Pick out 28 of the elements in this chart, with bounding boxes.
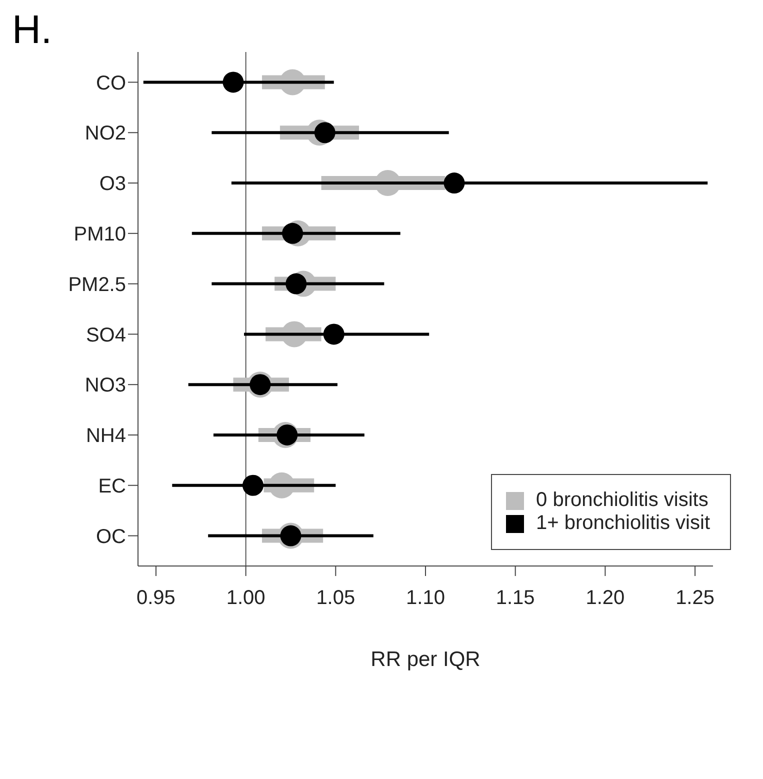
y-tick-label: NO3 bbox=[84, 374, 126, 397]
point bbox=[314, 122, 336, 144]
x-tick-label: 1.25 bbox=[676, 587, 714, 610]
y-tick-label: NH4 bbox=[86, 425, 126, 448]
legend-label: 1+ bronchiolitis visit bbox=[536, 512, 710, 534]
x-axis-title: RR per IQR bbox=[370, 648, 480, 671]
point bbox=[222, 72, 244, 93]
point bbox=[323, 324, 344, 345]
point bbox=[286, 273, 307, 294]
y-tick-label: PM10 bbox=[74, 224, 126, 246]
y-tick-label: O3 bbox=[99, 173, 126, 196]
y-tick-label: SO4 bbox=[86, 324, 126, 346]
x-tick-label: 0.95 bbox=[136, 587, 176, 610]
x-tick-label: 1.15 bbox=[496, 587, 535, 610]
legend-label: 0 bronchiolitis visits bbox=[536, 489, 708, 511]
point bbox=[242, 474, 264, 496]
x-tick-label: 1.00 bbox=[226, 587, 266, 610]
x-tick-label: 1.20 bbox=[586, 587, 625, 610]
y-tick-label: PM2.5 bbox=[68, 274, 126, 296]
y-tick-label: OC bbox=[96, 526, 126, 548]
x-tick-label: 1.10 bbox=[406, 587, 445, 610]
chart-title: H. bbox=[12, 8, 53, 52]
y-tick-label: EC bbox=[98, 475, 126, 498]
point bbox=[282, 222, 304, 244]
y-tick-label: CO bbox=[96, 72, 126, 94]
y-tick-label: NO2 bbox=[84, 122, 126, 145]
point bbox=[444, 172, 465, 194]
x-tick-label: 1.05 bbox=[316, 587, 356, 610]
